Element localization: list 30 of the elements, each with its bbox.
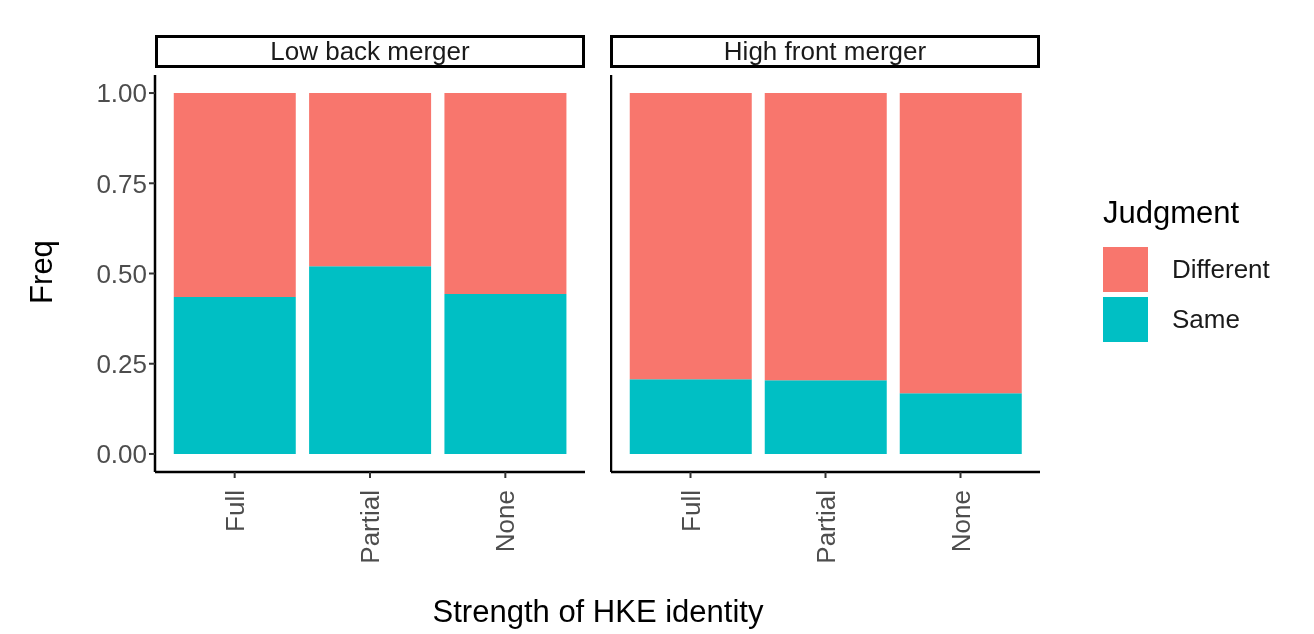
bar (899, 93, 1022, 394)
chart-title: Low back merger (155, 35, 585, 68)
legend-title: Judgment (1103, 195, 1241, 231)
x-tick-label: None (945, 490, 976, 553)
bar (629, 93, 752, 380)
y-axis-title: Freq (24, 240, 60, 304)
x-tick-label: Full (219, 490, 250, 532)
x-axis-title: Strength of HKE identity (432, 594, 764, 630)
bar (629, 379, 752, 454)
bar (899, 393, 1022, 454)
bar (173, 93, 296, 297)
bar (444, 93, 567, 295)
bar (444, 294, 567, 454)
x-tick-label: None (490, 490, 521, 553)
bar (764, 93, 887, 381)
x-tick-label: Partial (355, 490, 385, 564)
y-tick-label: 1.00 (96, 78, 147, 109)
bar (764, 380, 887, 454)
y-tick-label: 0.00 (96, 439, 147, 470)
legend-label: Different (1172, 253, 1270, 285)
x-tick-label: Full (675, 490, 706, 532)
x-tick-label: Partial (810, 490, 841, 564)
legend-label: Same (1172, 303, 1240, 335)
bar (309, 93, 432, 267)
y-tick-label: 0.75 (96, 168, 147, 199)
y-tick-label: 0.50 (96, 258, 147, 289)
y-tick-label: 0.25 (96, 348, 147, 379)
bar (309, 266, 432, 454)
chart-title: High front merger (610, 35, 1040, 68)
bar (173, 296, 296, 454)
